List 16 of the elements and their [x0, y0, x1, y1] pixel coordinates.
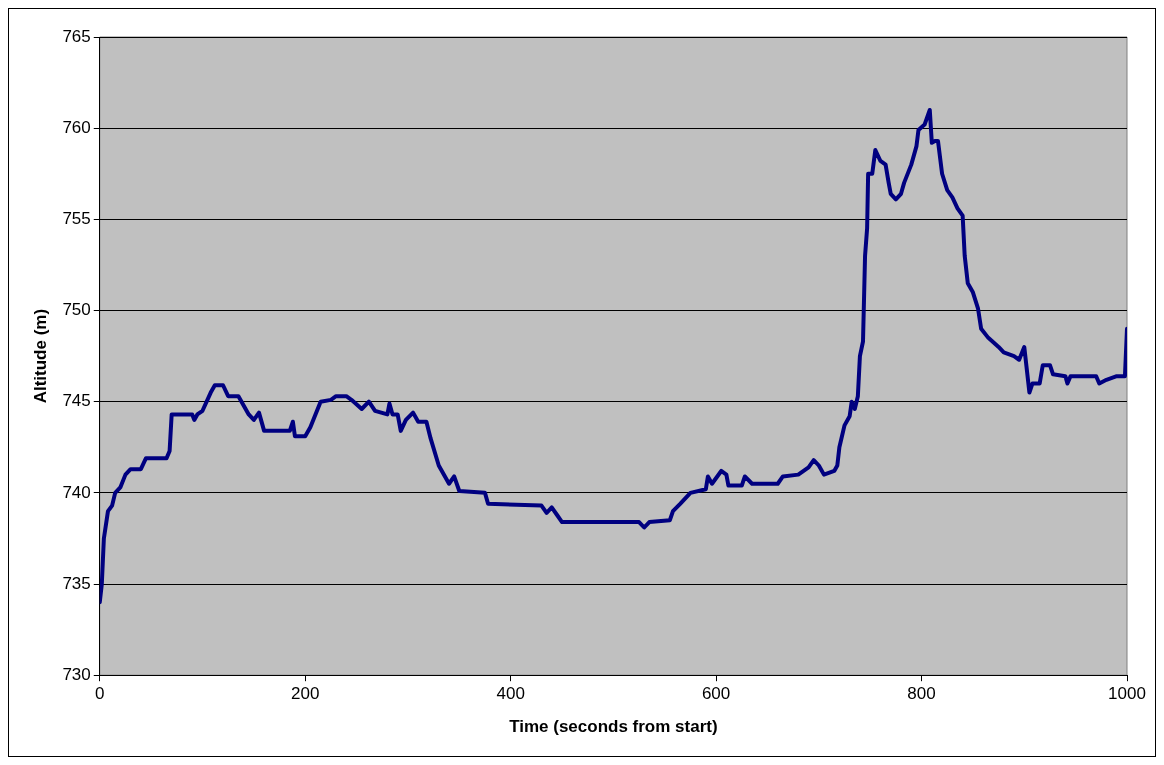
x-tick-label: 0 — [95, 684, 105, 704]
x-tick-label: 800 — [907, 684, 936, 704]
x-tick-label: 200 — [291, 684, 320, 704]
y-tick-label: 750 — [62, 300, 91, 320]
y-tick-label: 745 — [62, 391, 91, 411]
y-tick-label: 755 — [62, 209, 91, 229]
y-tick-label: 735 — [62, 573, 91, 593]
y-tick-label: 760 — [62, 117, 91, 137]
x-axis-title: Time (seconds from start) — [509, 717, 718, 737]
y-tick-label: 730 — [62, 664, 91, 684]
x-tick-label: 400 — [496, 684, 525, 704]
x-tick-label: 1000 — [1108, 684, 1146, 704]
y-axis-title: Altitude (m) — [30, 308, 50, 404]
y-tick-label: 740 — [62, 482, 91, 502]
y-tick-label: 765 — [62, 26, 91, 46]
x-tick-label: 600 — [701, 684, 731, 704]
